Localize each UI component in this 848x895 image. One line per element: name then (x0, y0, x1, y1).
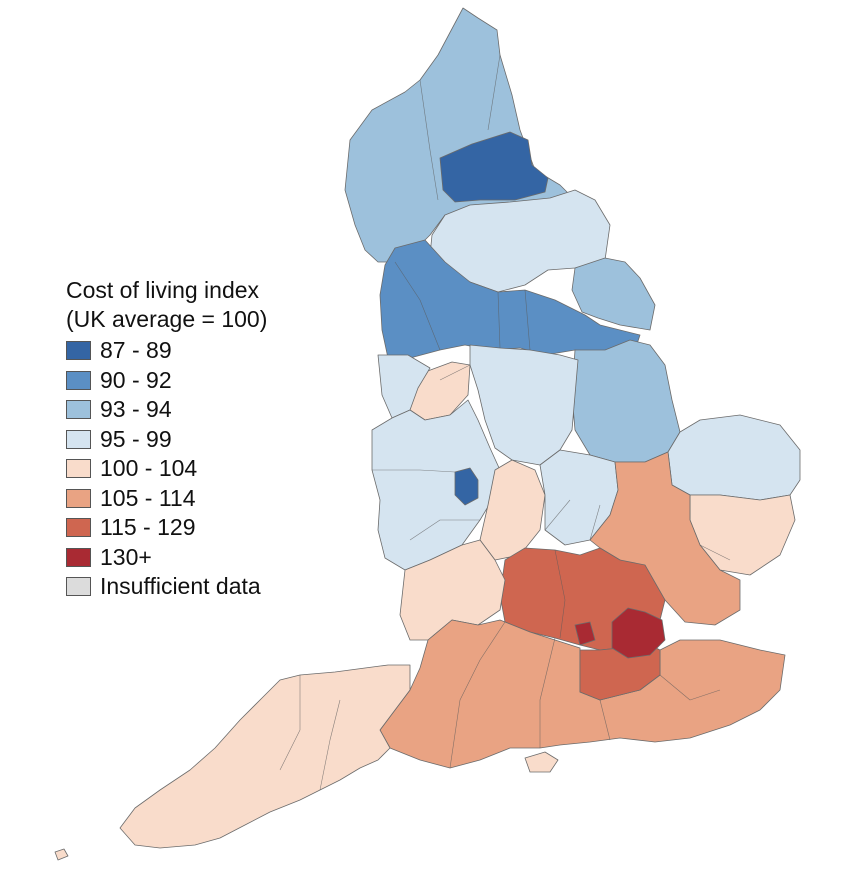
district-borders (279, 54, 731, 791)
region-south-west (119, 664, 411, 849)
region-birmingham (454, 467, 479, 506)
legend-swatch (66, 341, 91, 361)
legend-item-95-99: 95 - 99 (66, 425, 267, 455)
legend-swatch (66, 577, 91, 597)
legend-item-90-92: 90 - 92 (66, 366, 267, 396)
legend-label: 95 - 99 (100, 425, 172, 452)
region-norfolk (667, 414, 801, 501)
legend-item-105-114: 105 - 114 (66, 484, 267, 514)
legend-swatch (66, 547, 91, 567)
region-lincolnshire (571, 339, 681, 463)
legend-label: 93 - 94 (100, 396, 172, 423)
legend-swatch (66, 518, 91, 538)
legend-list: 87 - 89 90 - 92 93 - 94 95 - 99 100 - 10… (66, 336, 267, 602)
legend-title: Cost of living index (66, 277, 260, 303)
region-warwickshire (479, 459, 546, 561)
legend-label: 105 - 114 (100, 484, 196, 511)
legend-swatch (66, 400, 91, 420)
legend-label: 87 - 89 (100, 337, 172, 364)
legend-label: 130+ (100, 543, 152, 570)
legend-item-115-129: 115 - 129 (66, 513, 267, 543)
legend-label: Insufficient data (100, 573, 261, 600)
region-east-of-england (589, 451, 741, 626)
legend-swatch (66, 429, 91, 449)
region-isle-of-wight (524, 751, 559, 773)
region-durham (439, 131, 549, 203)
legend: Cost of living index (UK average = 100) … (66, 276, 267, 602)
legend-label: 115 - 129 (100, 514, 196, 541)
legend-item-93-94: 93 - 94 (66, 395, 267, 425)
legend-swatch (66, 459, 91, 479)
region-gloucestershire (399, 539, 506, 641)
legend-label: 90 - 92 (100, 366, 172, 393)
legend-label: 100 - 104 (100, 455, 198, 482)
region-windsor (574, 621, 596, 646)
region-isles-of-scilly (54, 848, 69, 861)
region-london (611, 607, 666, 659)
legend-item-insufficient-data: Insufficient data (66, 572, 267, 602)
legend-swatch (66, 488, 91, 508)
legend-swatch (66, 370, 91, 390)
legend-item-87-89: 87 - 89 (66, 336, 267, 366)
region-south-east (379, 619, 786, 769)
legend-item-100-104: 100 - 104 (66, 454, 267, 484)
region-east-riding (571, 257, 656, 331)
legend-subtitle: (UK average = 100) (66, 306, 268, 332)
legend-item-130-plus: 130+ (66, 543, 267, 573)
